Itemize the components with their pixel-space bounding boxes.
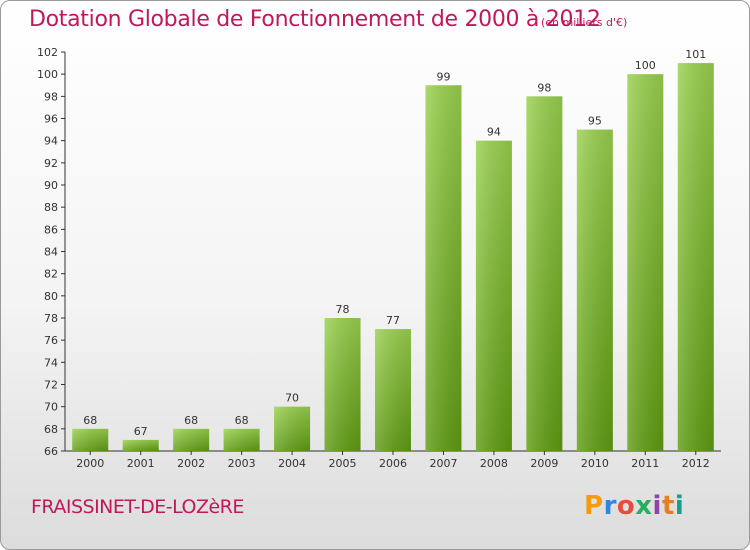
y-tick-label: 70 [44, 401, 58, 414]
bar-value-label: 101 [685, 48, 706, 61]
y-tick-label: 94 [44, 135, 58, 148]
bar-shade [526, 96, 563, 451]
y-tick-label: 84 [44, 246, 58, 259]
y-tick-label: 86 [44, 223, 58, 236]
y-tick-label: 68 [44, 423, 58, 436]
y-tick-label: 90 [44, 179, 58, 192]
logo-letter: o [616, 491, 636, 521]
x-tick-label: 2012 [682, 457, 710, 470]
bar-value-label: 77 [386, 314, 400, 327]
x-tick-label: 2004 [278, 457, 306, 470]
bar-shade [72, 428, 109, 451]
chart-title: Dotation Globale de Fonctionnement de 20… [29, 7, 601, 32]
logo-letter: P [584, 491, 604, 521]
x-tick-label: 2005 [329, 457, 357, 470]
proxiti-logo[interactable]: Proxiti [584, 491, 684, 521]
bar-value-label: 95 [588, 115, 602, 128]
x-tick-label: 2000 [76, 457, 104, 470]
x-tick-label: 2008 [480, 457, 508, 470]
y-tick-label: 74 [44, 356, 58, 369]
bar-shade [576, 129, 613, 452]
bar-shade [627, 74, 664, 452]
y-tick-label: 102 [37, 46, 58, 59]
y-tick-label: 72 [44, 379, 58, 392]
x-tick-label: 2001 [127, 457, 155, 470]
y-tick-label: 76 [44, 334, 58, 347]
y-tick-label: 78 [44, 312, 58, 325]
logo-letter: t [661, 491, 675, 521]
y-tick-label: 96 [44, 113, 58, 126]
y-tick-label: 82 [44, 268, 58, 281]
bar-shade [223, 428, 260, 451]
bar-value-label: 68 [184, 414, 198, 427]
y-tick-label: 98 [44, 90, 58, 103]
x-tick-label: 2006 [379, 457, 407, 470]
x-tick-label: 2002 [177, 457, 205, 470]
x-tick-label: 2011 [631, 457, 659, 470]
x-tick-label: 2007 [429, 457, 457, 470]
y-tick-label: 92 [44, 157, 58, 170]
logo-letter: i [652, 491, 662, 521]
bar-shade [274, 406, 311, 451]
bar-value-label: 94 [487, 126, 501, 139]
x-tick-label: 2009 [530, 457, 558, 470]
place-name: FRAISSINET-DE-LOZèRE [31, 496, 244, 518]
x-axis: 2000 2001 2002 2003 2004 2005 2006 2007 2008 2009… [65, 450, 721, 470]
logo-letter: i [674, 491, 685, 521]
x-tick-label: 2010 [581, 457, 609, 470]
bar-value-label: 100 [635, 59, 656, 72]
y-tick-label: 66 [44, 445, 58, 458]
bar-shade [475, 140, 512, 451]
bar-shade [677, 63, 714, 451]
bar-value-label: 67 [134, 425, 148, 438]
bars: 68 67 68 68 70 78 77 99 94 98 95 100 101 [72, 48, 714, 452]
y-tick-label: 80 [44, 290, 58, 303]
y-axis: 66 68 70 72 74 76 78 80 82 84 86 88 90 92 94 96 98 100 102 [37, 46, 66, 458]
bar-shade [173, 428, 210, 451]
bar-value-label: 78 [336, 303, 350, 316]
bar-value-label: 70 [285, 392, 299, 405]
chart-subtitle: (en milliers d'€) [541, 16, 628, 29]
bar-value-label: 68 [83, 414, 97, 427]
y-tick-label: 88 [44, 201, 58, 214]
logo-letter: x [635, 491, 653, 521]
bar-shade [324, 318, 361, 451]
bar-value-label: 99 [436, 70, 450, 83]
bar-shade [122, 439, 159, 451]
bar-value-label: 68 [235, 414, 249, 427]
logo-letter: r [603, 491, 617, 521]
x-tick-label: 2003 [228, 457, 256, 470]
bar-shade [425, 85, 462, 451]
bar-value-label: 98 [537, 81, 551, 94]
bar-shade [375, 329, 411, 451]
y-tick-label: 100 [37, 68, 58, 81]
